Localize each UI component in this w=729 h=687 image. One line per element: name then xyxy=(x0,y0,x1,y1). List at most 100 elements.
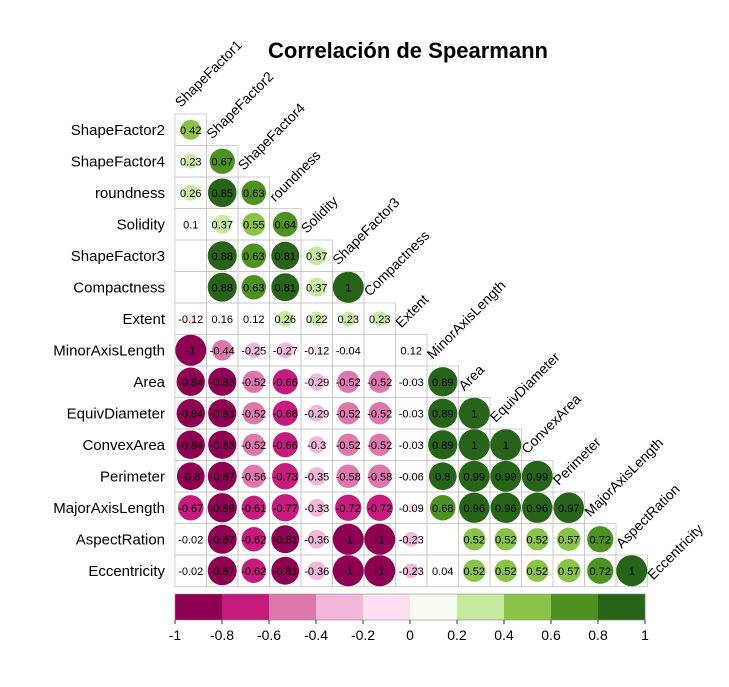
correlation-value: -0.03 xyxy=(399,377,424,389)
correlation-value: 0.67 xyxy=(212,156,233,168)
correlation-value: 1 xyxy=(629,566,635,578)
row-label: ConvexArea xyxy=(82,437,165,454)
correlation-circle xyxy=(241,180,267,206)
row-label: MinorAxisLength xyxy=(53,342,165,359)
correlation-circle xyxy=(439,567,446,574)
row-label: Perimeter xyxy=(100,468,165,485)
row-label: AspectRation xyxy=(76,531,165,548)
correlation-circle xyxy=(403,563,419,579)
correlation-circle xyxy=(307,561,327,581)
correlation-value: 0.57 xyxy=(558,534,579,546)
correlation-value: -0.52 xyxy=(367,408,392,420)
correlation-circle xyxy=(557,559,581,583)
correlation-value: 0.23 xyxy=(369,314,390,326)
correlation-circle xyxy=(407,472,416,481)
correlation-value: 0.23 xyxy=(338,314,359,326)
correlation-circle xyxy=(332,271,364,303)
colorbar-tick-label: 0.2 xyxy=(447,627,467,643)
correlation-value: 0.96 xyxy=(527,503,548,515)
correlation-value: 0.88 xyxy=(212,251,233,263)
correlation-value: 0.99 xyxy=(527,471,548,483)
correlation-circle xyxy=(207,524,237,554)
correlation-value: 0.89 xyxy=(432,377,453,389)
correlation-value: 0.88 xyxy=(212,282,233,294)
grid-cell xyxy=(174,271,207,304)
row-label: Eccentricity xyxy=(88,563,165,580)
correlation-circle xyxy=(408,379,414,385)
correlation-value: 0.12 xyxy=(243,314,264,326)
correlation-circle xyxy=(242,464,266,488)
correlation-circle xyxy=(332,523,364,555)
correlation-value: -0.52 xyxy=(367,377,392,389)
correlation-circle xyxy=(271,494,299,522)
correlation-value: 0.81 xyxy=(275,251,296,263)
correlation-value: -0.09 xyxy=(399,503,424,515)
correlation-value: -0.81 xyxy=(273,534,298,546)
correlation-circle xyxy=(308,404,326,422)
correlation-value: -0.44 xyxy=(210,345,235,357)
correlation-circle xyxy=(458,429,490,461)
correlation-value: 0.52 xyxy=(495,534,516,546)
correlation-value: -0.62 xyxy=(241,566,266,578)
correlation-value: 0.96 xyxy=(495,503,516,515)
correlation-value: 0.89 xyxy=(432,440,453,452)
correlation-value: 0.04 xyxy=(432,566,453,578)
correlation-circle xyxy=(272,400,298,426)
correlation-value: -0.35 xyxy=(304,471,329,483)
correlation-value: 0.37 xyxy=(306,282,327,294)
correlation-circle xyxy=(272,211,298,237)
correlation-circle xyxy=(428,398,458,428)
correlation-circle xyxy=(372,311,388,327)
correlation-value: -0.02 xyxy=(178,534,203,546)
grid-cell xyxy=(615,554,648,587)
column-label: ConvexArea xyxy=(518,391,584,457)
correlation-value: -0.29 xyxy=(304,408,329,420)
correlation-value: -0.36 xyxy=(304,566,329,578)
correlation-circle xyxy=(207,461,237,491)
correlation-circle xyxy=(207,178,237,208)
correlation-value: -0.84 xyxy=(178,377,203,389)
correlation-value: -0.58 xyxy=(336,471,361,483)
correlation-circle xyxy=(307,277,327,297)
grid-cell xyxy=(363,334,396,367)
correlation-value: -1 xyxy=(375,534,385,546)
correlation-value: -0.73 xyxy=(273,471,298,483)
correlation-value: -0.33 xyxy=(304,503,329,515)
correlation-value: -0.81 xyxy=(273,566,298,578)
correlation-value: 0.97 xyxy=(558,503,579,515)
correlation-value: -1 xyxy=(375,566,385,578)
colorbar-tick-label: -0.6 xyxy=(257,627,281,643)
correlation-circle xyxy=(176,462,205,491)
correlation-circle xyxy=(366,494,393,521)
colorbar-segment xyxy=(269,594,317,620)
correlation-circle xyxy=(188,537,193,542)
row-label: ShapeFactor3 xyxy=(71,248,165,265)
correlation-value: 0.55 xyxy=(243,219,264,231)
colorbar-tick-label: -1 xyxy=(169,627,182,643)
row-label: Area xyxy=(133,374,165,391)
correlation-value: 0.81 xyxy=(275,282,296,294)
correlation-value: 0.23 xyxy=(180,156,201,168)
correlation-circle xyxy=(337,402,360,425)
correlation-circle xyxy=(209,148,235,174)
correlation-circle xyxy=(176,430,205,459)
grid-cell xyxy=(426,523,459,556)
colorbar-segment xyxy=(551,594,599,620)
correlation-value: -0.84 xyxy=(178,440,203,452)
correlation-circle xyxy=(526,559,549,582)
correlation-value: -0.52 xyxy=(336,408,361,420)
correlation-value: 0.68 xyxy=(432,503,453,515)
correlation-circle xyxy=(242,402,265,425)
correlation-value: -0.29 xyxy=(304,377,329,389)
correlation-value: 0.72 xyxy=(590,566,611,578)
correlation-value: 0.52 xyxy=(464,566,485,578)
correlation-value: -0.52 xyxy=(241,377,266,389)
correlation-value: -0.3 xyxy=(307,440,326,452)
correlation-value: 0.8 xyxy=(435,471,450,483)
correlation-value: 0.42 xyxy=(180,125,201,137)
correlation-circle xyxy=(335,494,362,521)
correlation-circle xyxy=(458,460,490,492)
correlation-circle xyxy=(311,344,323,356)
correlation-value: 0.63 xyxy=(243,251,264,263)
correlation-value: -0.62 xyxy=(241,534,266,546)
